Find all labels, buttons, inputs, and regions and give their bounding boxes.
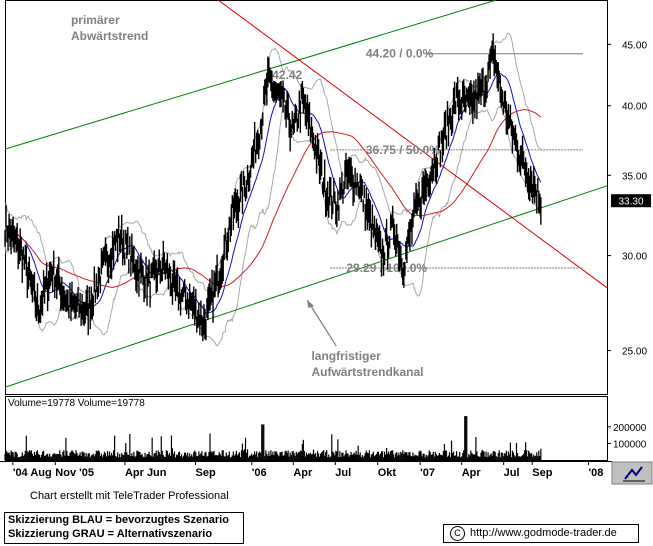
x-tick-label: Jul	[504, 467, 520, 479]
y-tick-label: 30.00	[622, 252, 647, 263]
annotation-arrowhead	[307, 300, 315, 308]
lower-band-line	[4, 104, 542, 347]
x-tick-label: Okt	[378, 467, 397, 479]
annotation-arrow-line	[306, 299, 337, 347]
x-tick-label: '07	[420, 467, 435, 479]
volume-panel	[5, 396, 608, 461]
fib-level-label: 29.29 / 100.0%	[346, 261, 427, 275]
long-term-uptrend-lower-line	[4, 185, 608, 388]
scenario-legend: Skizzierung BLAU = bevorzugtes Szenario …	[4, 512, 244, 544]
volume-axis-ticks: 100000 200000	[607, 423, 647, 450]
downtrend-annotation-text: Abwärtstrend	[71, 29, 148, 43]
x-tick-label: Apr	[293, 467, 313, 479]
fibonacci-levels: 44.20 / 0.0% 36.75 / 50.0% 29.29 / 100.0% 4…	[272, 47, 584, 275]
trendlines	[4, 0, 608, 388]
x-axis-ticks: '04 Aug Nov '05 Apr Jun Sep '06 Apr Jul Okt '07 A…	[12, 461, 604, 479]
y-axis-ticks: 25.00 30.00 35.00 40.00 45.00	[607, 40, 647, 358]
price-bars	[4, 33, 542, 341]
copyright-icon: C	[450, 525, 465, 541]
downtrend-annotation-text: primärer	[71, 13, 120, 27]
peak-label: 42.42	[272, 68, 302, 82]
legend-blue: Skizzierung BLAU = bevorzugtes Szenario	[8, 514, 229, 526]
price-chart: 44.20 / 0.0% 36.75 / 50.0% 29.29 / 100.0% 4…	[0, 0, 653, 485]
x-tick-label: Jul	[335, 467, 351, 479]
source-url[interactable]: http://www.godmode-trader.de	[470, 527, 617, 539]
primary-downtrend-line	[217, 0, 608, 289]
annotations: primärer Abwärtstrend langfristiger Aufwärt…	[71, 13, 424, 379]
x-tick-label: '08	[589, 467, 604, 479]
y-tick-label: 40.00	[622, 102, 647, 113]
x-tick-label: Sep	[196, 467, 216, 479]
fast-ma-line	[4, 72, 542, 314]
volume-label: Volume=19778 Volume=19778	[8, 398, 145, 409]
fib-level-label: 36.75 / 50.0%	[366, 143, 440, 157]
y-tick-label: 45.00	[622, 40, 647, 51]
x-tick-label: Nov '05	[55, 467, 94, 479]
long-term-uptrend-upper-line	[4, 0, 497, 150]
x-tick-label: Apr	[462, 467, 482, 479]
x-tick-label: Sep	[532, 467, 552, 479]
x-tick-label: '06	[252, 467, 267, 479]
price-panel	[5, 0, 608, 395]
volume-tick-label: 100000	[613, 439, 647, 450]
fib-level-label: 44.20 / 0.0%	[366, 47, 434, 61]
volume-tick-label: 200000	[613, 423, 647, 434]
uptrend-channel-annotation-text: langfristiger	[311, 349, 381, 363]
chart-tool-icon[interactable]	[611, 461, 653, 485]
current-price-badge: 33.30	[611, 194, 651, 208]
volume-bars	[4, 416, 542, 460]
y-tick-label: 25.00	[622, 347, 647, 358]
footer-credit: Chart erstellt mit TeleTrader Profession…	[30, 490, 229, 502]
legend-grey: Skizzierung GRAU = Alternativszenario	[8, 528, 213, 540]
y-tick-label: 35.00	[622, 171, 647, 182]
current-price-label: 33.30	[618, 197, 643, 208]
x-tick-label: '04 Aug	[13, 467, 52, 479]
uptrend-channel-annotation-text: Aufwärtstrendkanal	[311, 365, 423, 379]
x-tick-label: Apr Jun	[125, 467, 167, 479]
